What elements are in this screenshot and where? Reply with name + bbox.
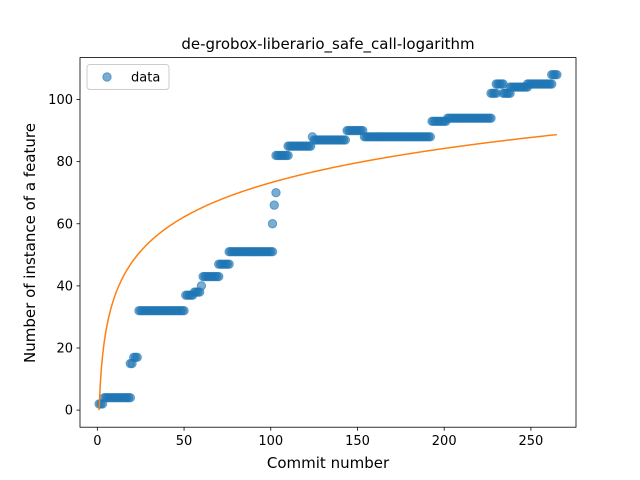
x-tick-label: 0 — [93, 434, 101, 449]
data-point — [340, 135, 351, 145]
legend: data — [86, 64, 170, 90]
data-point — [214, 271, 224, 282]
data-point — [132, 352, 142, 363]
data-point — [267, 247, 278, 257]
data-point — [547, 79, 557, 89]
chart-title: de-grobox-liberario_safe_call-logarithm — [181, 35, 474, 54]
data-point — [196, 281, 207, 291]
data-point — [283, 150, 293, 161]
data-point — [271, 188, 281, 198]
x-tick-label: 200 — [432, 434, 457, 449]
axes-frame — [79, 57, 577, 428]
data-point — [486, 113, 496, 123]
y-tick-label: 0 — [65, 404, 73, 419]
legend-box — [86, 64, 170, 90]
y-tick-label: 40 — [56, 279, 73, 294]
fit-line — [98, 133, 557, 411]
data-point — [425, 132, 436, 142]
data-point — [269, 200, 279, 210]
x-axis-label: Commit number — [267, 454, 390, 472]
y-tick-label: 80 — [56, 155, 73, 170]
y-tick-label: 100 — [48, 93, 73, 108]
data-point — [267, 219, 278, 229]
x-tick-label: 250 — [518, 434, 543, 449]
y-tick-label: 60 — [56, 217, 73, 232]
data-point — [125, 392, 135, 403]
x-tick-label: 100 — [258, 434, 283, 449]
plot-area: 0 50 100 150 200 250 0 20 40 60 80 100 data — [48, 57, 577, 449]
x-tick-label: 50 — [176, 434, 193, 449]
data-layer — [94, 69, 562, 411]
x-tick-label: 150 — [345, 434, 370, 449]
y-tick-label: 20 — [56, 342, 73, 357]
data-point — [179, 306, 189, 316]
data-point — [224, 259, 234, 269]
data-point — [552, 69, 562, 80]
legend-label: data — [131, 71, 160, 86]
legend-marker — [102, 72, 112, 82]
y-axis-label: Number of instance of a feature — [21, 123, 39, 363]
